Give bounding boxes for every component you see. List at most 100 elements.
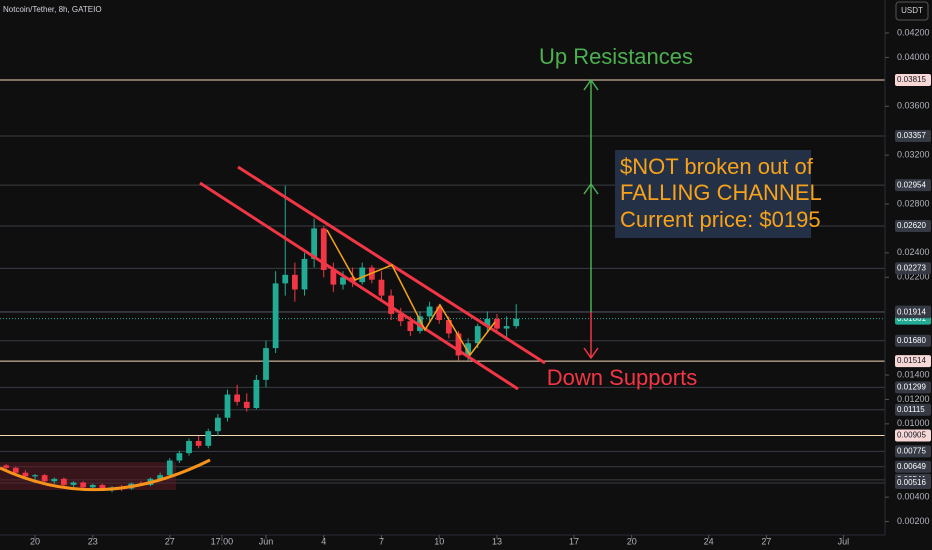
y-tick-label: 0.00400 (897, 492, 930, 502)
x-tick-label: 27 (165, 536, 175, 546)
x-tick-label: 20 (627, 536, 637, 546)
level-label: 0.01299 (897, 382, 926, 391)
candle-body (474, 326, 481, 344)
candle-body (407, 321, 414, 332)
y-tick-label: 0.01400 (897, 369, 930, 379)
level-label: 0.00649 (897, 462, 926, 471)
channel-lower (199, 181, 519, 391)
candle-body (22, 472, 29, 477)
level-label-box (895, 460, 931, 473)
y-tick-label: 0.04200 (897, 27, 930, 37)
candle-body (282, 274, 289, 284)
candle-body (51, 478, 58, 482)
x-tick-label: Jun (259, 536, 274, 546)
level-label: 0.00775 (897, 446, 926, 455)
level-label-box (895, 334, 931, 347)
x-tick-label: 17:00 (211, 536, 234, 546)
level-label-box (895, 179, 931, 192)
arrow-head (583, 78, 599, 91)
candle-body (445, 320, 452, 334)
level-label-box (895, 306, 931, 319)
y-tick-label: 0.02200 (897, 272, 930, 282)
zigzag-path (326, 229, 496, 357)
annotation-down: Down Supports (547, 365, 697, 390)
candle-body (436, 306, 443, 321)
level-label: 0.01115 (897, 405, 925, 414)
axes: 0.04200 0.04000 0.03600 0.03200 0.02800 0.024… (30, 27, 931, 546)
x-tick-label: 24 (704, 536, 714, 546)
candle-body (465, 343, 471, 356)
candle-body (263, 348, 269, 380)
candle-body (253, 379, 260, 408)
level-label-box (895, 355, 931, 368)
candle-body (89, 484, 96, 488)
candle-body (426, 306, 433, 317)
candle-body (186, 440, 192, 454)
level-label-box (895, 403, 931, 416)
candle-body (32, 475, 38, 477)
level-label-box (895, 476, 931, 489)
level-label-box (895, 129, 931, 142)
candle-body (340, 277, 346, 285)
x-tick-label: 23 (88, 536, 98, 546)
level-label: 0.00516 (897, 478, 926, 487)
candle-body (378, 279, 385, 296)
level-label: 0.02954 (897, 180, 926, 189)
level-label: 0.03357 (897, 131, 926, 140)
x-tick-label: 7 (379, 536, 384, 546)
candle-body (311, 228, 318, 259)
x-tick-label: 20 (30, 536, 40, 546)
candle-body (214, 417, 221, 432)
y-tick-label: 0.03200 (897, 150, 930, 160)
level-label: 0.01914 (897, 307, 926, 316)
candle-body (195, 440, 202, 446)
chart-title: Notcoin/Tether, 8h, GATEIO (3, 5, 102, 14)
candle-body (272, 283, 279, 349)
candle-body (224, 394, 231, 418)
accumulation-zone (0, 462, 176, 490)
level-label: 0.00905 (897, 431, 926, 440)
candle-body (484, 318, 491, 327)
x-tick-label: 17 (569, 536, 579, 546)
y-tick-label: 0.02800 (897, 198, 930, 208)
candles (3, 185, 520, 493)
candle-body (157, 475, 164, 479)
level-label-box (895, 429, 931, 442)
candle-body (3, 465, 10, 468)
level-label: 0.02620 (897, 221, 926, 230)
candle-body (234, 394, 241, 402)
rounding-bottom (0, 458, 211, 492)
level-label-box (895, 381, 931, 394)
x-tick-label: 10 (434, 536, 444, 546)
x-tick-label: 4 (321, 536, 326, 546)
x-tick-label: Jul (838, 536, 850, 546)
annotation-up: Up Resistances (539, 44, 693, 69)
candle-body (291, 274, 298, 290)
level-label: 0.03815 (897, 75, 926, 84)
note-line: $NOT broken out of (620, 154, 814, 179)
level-label-box (895, 445, 931, 458)
candle-body (513, 318, 520, 327)
level-label-box (895, 74, 931, 87)
y-tick-label: 0.02400 (897, 247, 930, 257)
candle-body (61, 478, 67, 485)
candle-body (205, 431, 212, 446)
y-tick-label: 0.01000 (897, 418, 930, 428)
note-box (615, 150, 811, 238)
candle-body (80, 482, 87, 488)
note-line: Current price: $0195 (620, 207, 821, 232)
currency-box (895, 1, 929, 21)
level-label-box (895, 219, 931, 232)
candle-body (243, 401, 250, 408)
y-tick-label: 0.04000 (897, 52, 930, 62)
candle-body (503, 326, 510, 329)
x-tick-label: 27 (761, 536, 771, 546)
candle-body (330, 269, 337, 285)
candle-body (455, 333, 462, 356)
level-label: 0.01680 (897, 336, 926, 345)
level-label: 0.02273 (897, 263, 926, 272)
candle-body (417, 316, 423, 332)
candle-body (359, 267, 366, 283)
candle-body (301, 258, 308, 290)
